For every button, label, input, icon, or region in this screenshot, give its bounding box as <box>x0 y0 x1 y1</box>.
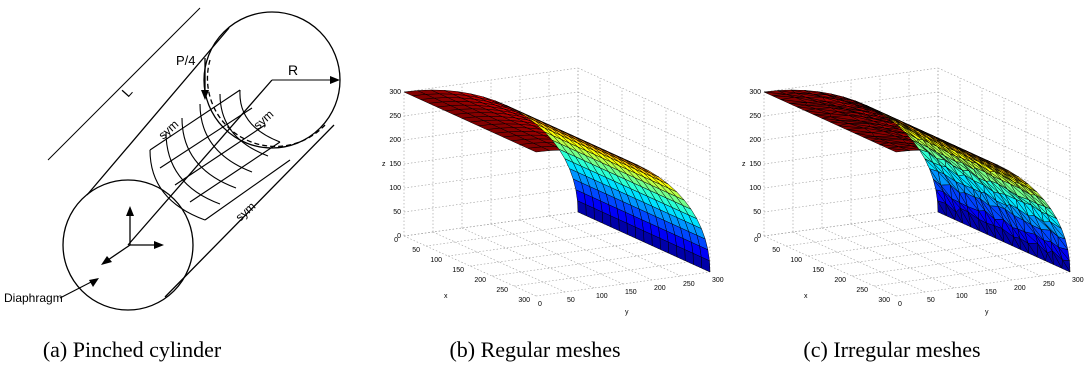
front-end-circle <box>62 179 194 311</box>
x-tick-label: 50 <box>772 247 780 254</box>
x-tick-label: 250 <box>856 287 868 294</box>
z-tick-label: 300 <box>749 89 761 96</box>
sym-label-3: sym <box>233 199 259 224</box>
x-tick-label: 0 <box>754 237 758 244</box>
y-tick-label: 50 <box>567 297 575 304</box>
z-tick-label: 250 <box>749 113 761 120</box>
caption-b: (b) Regular meshes <box>449 337 621 362</box>
cylinder-bottom-edge <box>164 124 335 298</box>
y-axis-label: y <box>985 309 989 316</box>
regular-mesh-plot: 0 50 100 150 200 250 300 0 50 100 150 200 250 300 0 50 1… <box>382 67 724 316</box>
caption-c: (c) Irregular meshes <box>803 337 981 362</box>
x-axis-label: x <box>804 293 808 300</box>
z-tick-label: 50 <box>393 209 401 216</box>
x-tick-label: 100 <box>430 257 442 264</box>
diaphragm-leader <box>59 279 96 299</box>
y-tick-label: 50 <box>927 297 935 304</box>
x-tick-label: 50 <box>412 247 420 254</box>
z-tick-label: 150 <box>749 161 761 168</box>
y-tick-label: 100 <box>596 293 608 300</box>
x-axis-label: x <box>444 293 448 300</box>
z-tick-label: 0 <box>397 233 401 240</box>
z-tick-label: 50 <box>753 209 761 216</box>
y-tick-label: 200 <box>654 285 666 292</box>
y-tick-label: 300 <box>712 277 724 284</box>
sym-label-1: sym <box>156 117 182 142</box>
radius-label: R <box>288 62 298 78</box>
mesh-lines <box>149 89 291 221</box>
mesh-surface <box>763 89 1071 273</box>
x-tick-label: 100 <box>790 257 802 264</box>
z-tick-label: 200 <box>749 137 761 144</box>
x-tick-label: 250 <box>496 287 508 294</box>
mesh-surface <box>403 89 711 273</box>
y-tick-label: 100 <box>956 293 968 300</box>
x-tick-label: 0 <box>394 237 398 244</box>
x-tick-label: 300 <box>518 297 530 304</box>
z-tick-label: 250 <box>389 113 401 120</box>
axes: 0 50 100 150 200 250 300 0 50 100 150 200 250 300 0 50 1… <box>742 89 1084 316</box>
axes: 0 50 100 150 200 250 300 0 50 100 150 200 250 300 0 50 1… <box>382 89 724 316</box>
y-tick-label: 150 <box>985 289 997 296</box>
cylinder-axis <box>127 79 273 246</box>
z-tick-label: 150 <box>389 161 401 168</box>
x-tick-label: 150 <box>452 267 464 274</box>
irregular-mesh-plot: 0 50 100 150 200 250 300 0 50 100 150 200 250 300 0 50 1… <box>742 67 1084 316</box>
x-tick-label: 300 <box>878 297 890 304</box>
y-tick-label: 0 <box>538 301 542 308</box>
sym-label-2: sym <box>251 107 277 132</box>
z-tick-label: 300 <box>389 89 401 96</box>
y-tick-label: 200 <box>1014 285 1026 292</box>
y-tick-label: 150 <box>625 289 637 296</box>
load-label: P/4 <box>176 53 196 68</box>
y-axis-label: y <box>625 309 629 316</box>
z-tick-label: 100 <box>389 185 401 192</box>
caption-a: (a) Pinched cylinder <box>42 337 222 362</box>
y-tick-label: 250 <box>683 281 695 288</box>
z-axis-label: z <box>382 161 386 168</box>
x-tick-label: 200 <box>834 277 846 284</box>
z-axis-label: z <box>742 161 746 168</box>
z-tick-label: 200 <box>389 137 401 144</box>
z-tick-label: 100 <box>749 185 761 192</box>
y-tick-label: 0 <box>898 301 902 308</box>
x-tick-label: 150 <box>812 267 824 274</box>
length-dimension-line <box>47 7 201 161</box>
y-tick-label: 250 <box>1043 281 1055 288</box>
length-label: L <box>118 83 135 100</box>
diaphragm-label: Diaphragm <box>4 291 63 305</box>
x-tick-label: 200 <box>474 277 486 284</box>
pinched-cylinder-diagram <box>47 7 341 311</box>
z-tick-label: 0 <box>757 233 761 240</box>
cylinder-top-edge <box>86 27 230 196</box>
dashed-section <box>206 59 326 148</box>
y-tick-label: 300 <box>1072 277 1084 284</box>
